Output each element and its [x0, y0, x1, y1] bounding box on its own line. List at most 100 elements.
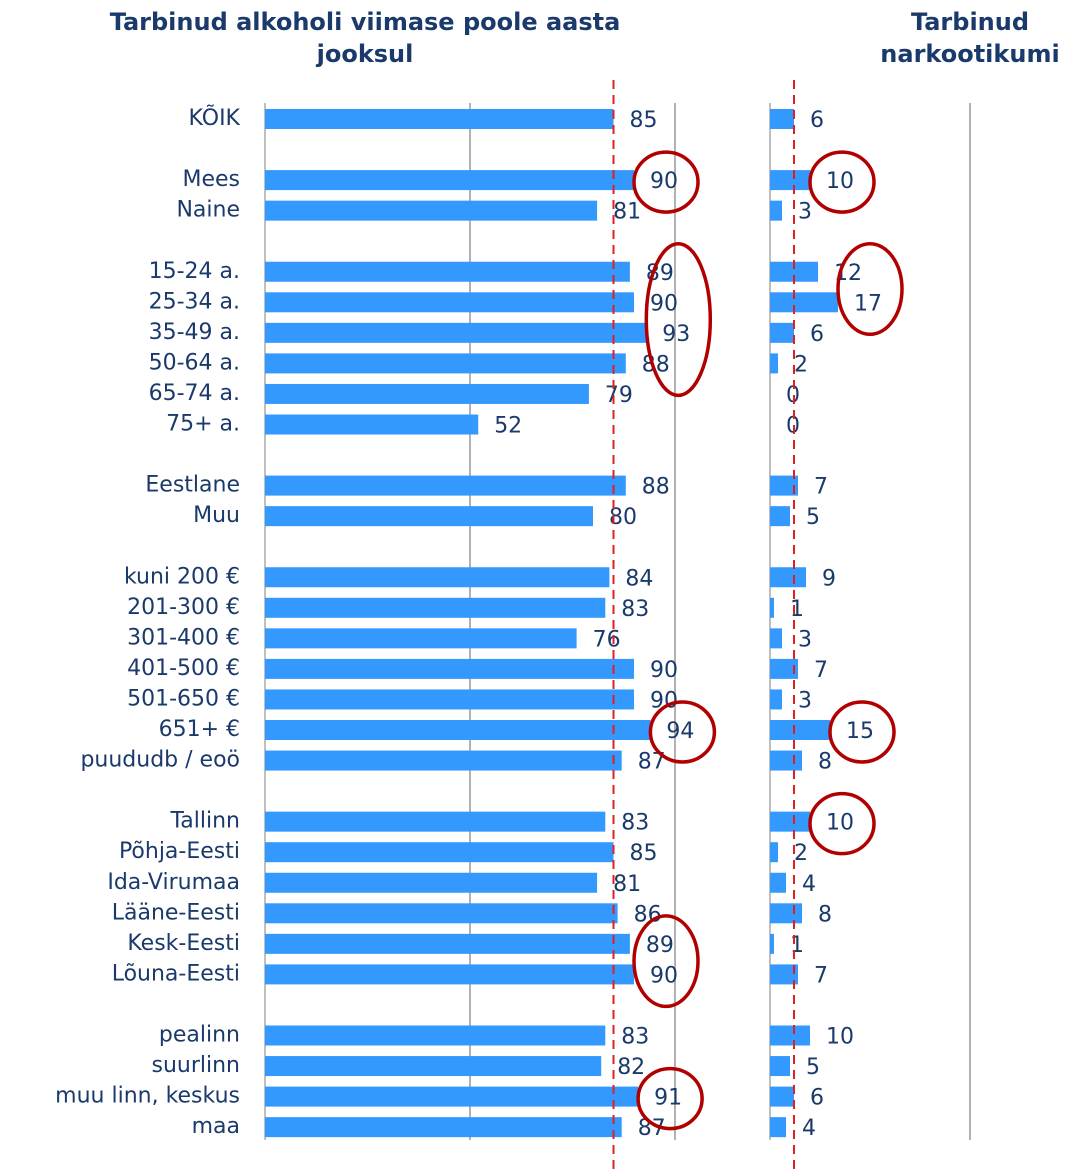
bar [770, 720, 830, 740]
bar [770, 1117, 786, 1138]
bar [265, 1056, 602, 1077]
category-label: Mees [182, 167, 240, 192]
category-label: 65-74 a. [149, 381, 240, 406]
category-label: muu linn, keskus [55, 1084, 240, 1109]
value-label: 79 [605, 383, 633, 408]
category-label: 501-650 € [127, 686, 240, 711]
value-label: 85 [630, 108, 658, 133]
value-label: 81 [613, 200, 641, 225]
bar [265, 720, 651, 740]
bar [265, 597, 606, 618]
bar [265, 903, 618, 924]
bar [770, 109, 794, 129]
category-label: 50-64 a. [149, 350, 240, 375]
bar [265, 1117, 622, 1138]
value-label: 8 [818, 750, 832, 775]
value-label: 7 [814, 475, 828, 500]
chart-title: Tarbinud alkoholi viimase poole aasta jo… [109, 8, 621, 68]
bar [265, 842, 614, 863]
category-label: suurlinn [151, 1053, 240, 1078]
value-label: 9 [822, 566, 836, 591]
category-label: Lääne-Eesti [112, 900, 240, 925]
value-label: 5 [806, 505, 820, 530]
value-label: 1 [790, 597, 804, 622]
bar [265, 750, 622, 771]
category-label: Kesk-Eesti [127, 931, 240, 956]
highlight-circle [632, 914, 700, 1009]
category-label: Naine [176, 198, 240, 223]
category-label: 35-49 a. [149, 320, 240, 345]
bar [265, 322, 647, 343]
bar [265, 933, 630, 954]
highlight-circle [836, 242, 904, 337]
value-label: 76 [593, 627, 621, 652]
bar [770, 689, 782, 710]
value-label: 3 [798, 627, 812, 652]
bar [265, 383, 589, 404]
value-label: 84 [625, 566, 653, 591]
value-label: 6 [810, 108, 824, 133]
bar [770, 170, 810, 191]
category-label: puududb / eoö [80, 748, 240, 773]
bar [265, 261, 630, 282]
value-label: 52 [494, 414, 522, 439]
value-label: 15 [846, 719, 874, 744]
value-label: 4 [802, 1116, 816, 1141]
bar [770, 506, 790, 527]
bar [770, 903, 802, 924]
value-label: 91 [654, 1086, 682, 1111]
value-label: 88 [642, 475, 670, 500]
highlight-circle [808, 150, 876, 214]
value-label: 10 [826, 811, 854, 836]
bar [770, 597, 774, 618]
value-label: 83 [621, 597, 649, 622]
value-label: 81 [613, 872, 641, 897]
bar [265, 811, 606, 832]
bar [770, 1056, 790, 1077]
bar [265, 1086, 639, 1107]
value-label: 6 [810, 322, 824, 347]
bar [770, 1086, 794, 1107]
bar [265, 658, 634, 679]
value-label: 5 [806, 1055, 820, 1080]
bar [265, 292, 634, 313]
bar [770, 964, 798, 985]
category-label: pealinn [159, 1023, 240, 1048]
value-label: 90 [650, 963, 678, 988]
bar [265, 109, 614, 129]
value-label: 85 [630, 841, 658, 866]
bar [770, 933, 774, 954]
value-label: 90 [650, 658, 678, 683]
value-label: 93 [662, 322, 690, 347]
bar [265, 414, 479, 435]
category-label: 15-24 a. [149, 259, 240, 284]
category-label: 301-400 € [127, 625, 240, 650]
value-label: 4 [802, 872, 816, 897]
bar [265, 872, 598, 893]
value-label: 6 [810, 1086, 824, 1111]
value-label: 90 [650, 291, 678, 316]
bar [770, 292, 838, 313]
value-label: 2 [794, 352, 808, 377]
value-label: 10 [826, 169, 854, 194]
value-label: 90 [650, 169, 678, 194]
bar [770, 750, 802, 771]
category-label: 25-34 a. [149, 289, 240, 314]
bar [265, 567, 610, 588]
bar [265, 964, 634, 985]
bar [265, 353, 626, 374]
category-label: Põhja-Eesti [119, 839, 240, 864]
bar [770, 567, 806, 588]
bar [265, 200, 598, 221]
bar [265, 475, 626, 496]
bar [770, 200, 782, 221]
value-label: 89 [646, 933, 674, 958]
bar [770, 872, 786, 893]
value-label: 3 [798, 200, 812, 225]
category-label: Lõuna-Eesti [112, 961, 240, 986]
bar [770, 322, 794, 343]
bar [770, 842, 778, 863]
value-label: 94 [666, 719, 694, 744]
